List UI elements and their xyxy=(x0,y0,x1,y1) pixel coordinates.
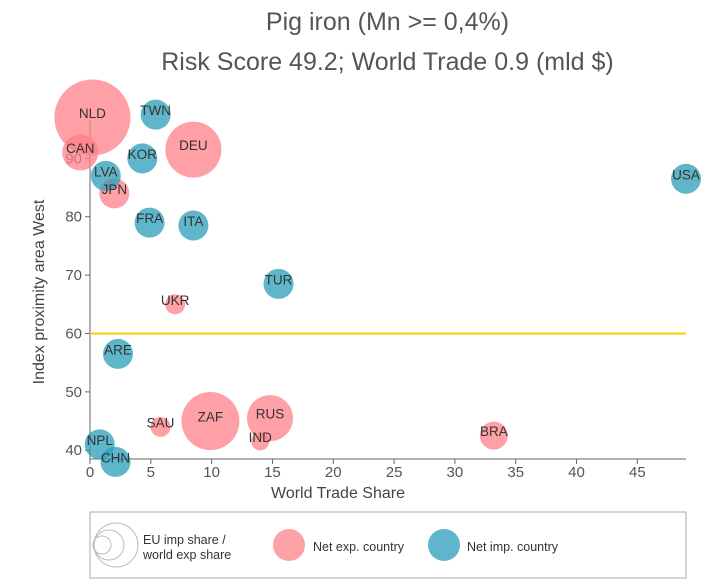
legend-net-exp-label: Net exp. country xyxy=(313,540,405,554)
bubble-label-bra: BRA xyxy=(480,424,508,439)
x-tick-label: 5 xyxy=(147,464,155,481)
bubble-rus xyxy=(247,395,294,442)
bubble-label-zaf: ZAF xyxy=(198,410,224,425)
bubble-label-ind: IND xyxy=(249,430,273,445)
bubble-label-rus: RUS xyxy=(256,407,285,422)
legend-net-imp-label: Net imp. country xyxy=(467,540,559,554)
x-tick-label: 0 xyxy=(86,464,94,481)
x-tick-label: 30 xyxy=(447,464,464,481)
bubble-label-ita: ITA xyxy=(183,214,203,229)
bubble-label-are: ARE xyxy=(104,342,132,357)
bubble-label-kor: KOR xyxy=(128,147,158,162)
chart-subtitle: Risk Score 49.2; World Trade 0.9 (mld $) xyxy=(161,48,614,76)
bubble-label-twn: TWN xyxy=(140,103,171,118)
bubble-deu xyxy=(165,121,222,178)
legend-box xyxy=(89,511,687,579)
legend-size-circle-medium xyxy=(93,529,125,561)
bubble-can xyxy=(62,134,99,171)
bubble-zaf xyxy=(181,392,240,451)
bubble-ukr xyxy=(165,294,186,315)
x-tick-label: 15 xyxy=(264,464,281,481)
x-tick-label: 40 xyxy=(568,464,585,481)
bubble-label-deu: DEU xyxy=(179,138,208,153)
legend-size-label-line2: world exp share xyxy=(142,548,231,562)
bubble-lva xyxy=(90,160,121,191)
x-tick-label: 10 xyxy=(203,464,220,481)
bubble-usa xyxy=(671,163,701,194)
x-tick-label: 25 xyxy=(386,464,403,481)
x-axis-title: World Trade Share xyxy=(271,485,405,502)
legend: EU imp share / world exp share Net exp. … xyxy=(89,511,687,579)
bubble-label-lva: LVA xyxy=(94,164,118,179)
bubble-label-tur: TUR xyxy=(265,272,293,287)
bubble-label-jpn: JPN xyxy=(102,182,128,197)
bubble-are xyxy=(102,338,133,369)
bubble-sau xyxy=(150,416,171,437)
legend-size-circle-small xyxy=(92,535,112,555)
bubble-label-fra: FRA xyxy=(136,211,163,226)
bubble-tur xyxy=(263,268,294,299)
legend-net-exp-marker xyxy=(273,529,305,561)
bubble-ind xyxy=(251,432,270,451)
bubble-twn xyxy=(140,99,171,130)
legend-net-imp-marker xyxy=(428,529,460,561)
y-axis-title: Index proximity area West xyxy=(31,199,48,384)
bubble-ita xyxy=(178,210,209,241)
bubble-label-chn: CHN xyxy=(101,450,130,465)
chart-title: Pig iron (Mn >= 0,4%) xyxy=(265,8,510,36)
bubble-kor xyxy=(127,143,158,174)
bubble-chn xyxy=(100,446,131,477)
y-tick-label: 40 xyxy=(65,442,82,459)
y-tick-label: 70 xyxy=(65,267,82,284)
bubble-label-ukr: UKR xyxy=(161,293,190,308)
y-tick-label: 80 xyxy=(65,209,82,226)
legend-size-label-line1: EU imp share / xyxy=(143,533,226,547)
bubble-label-usa: USA xyxy=(672,167,700,182)
bubble-label-can: CAN xyxy=(66,141,95,156)
bubble-label-npl: NPL xyxy=(87,433,114,448)
bubble-fra xyxy=(134,207,165,238)
plot-area: 051015202530354045405060708090World Trad… xyxy=(31,79,701,502)
y-tick-label: 50 xyxy=(65,384,82,401)
bubble-bra xyxy=(479,421,508,450)
y-tick-label: 60 xyxy=(65,325,82,342)
bubble-label-nld: NLD xyxy=(79,106,106,121)
bubble-label-sau: SAU xyxy=(147,415,175,430)
x-tick-label: 45 xyxy=(629,464,646,481)
x-tick-label: 35 xyxy=(507,464,524,481)
x-tick-label: 20 xyxy=(325,464,342,481)
